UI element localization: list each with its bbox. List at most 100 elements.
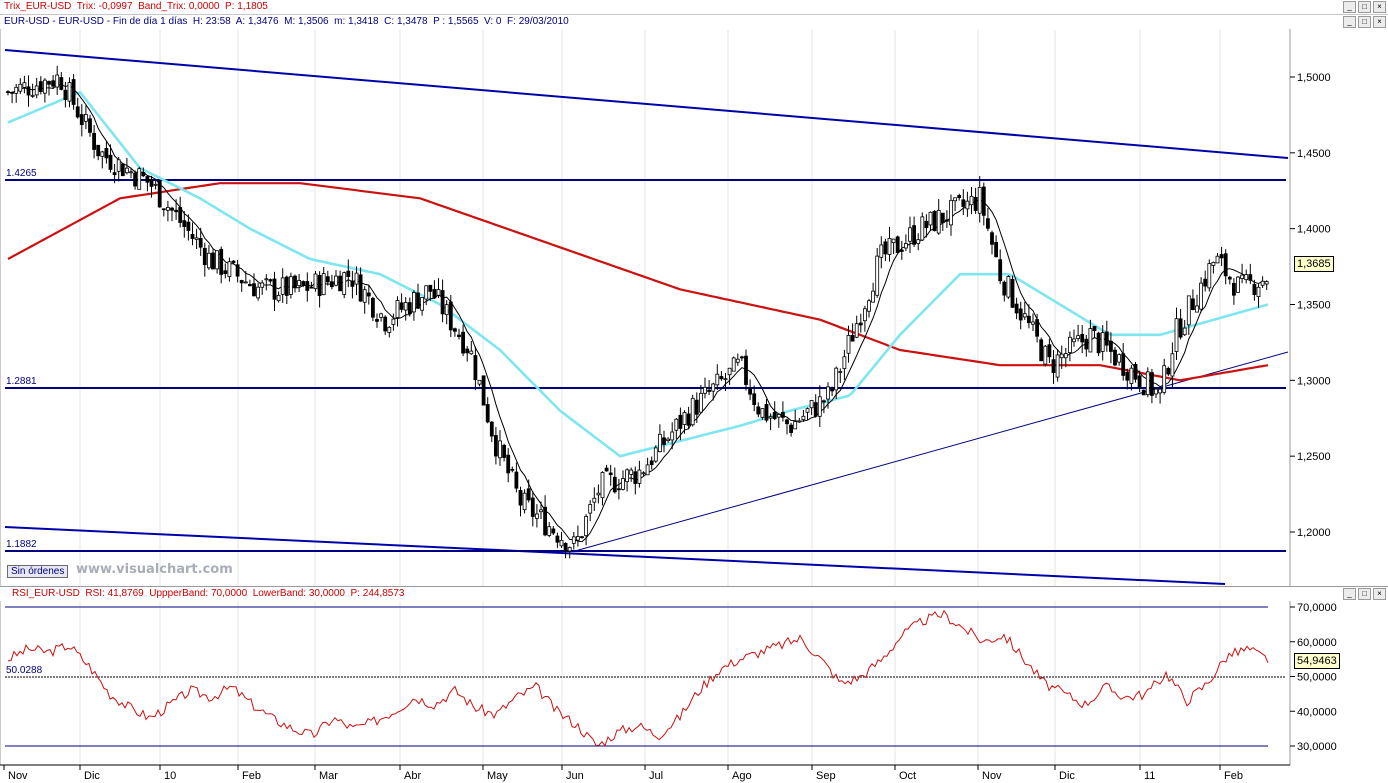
upper-trend-line: [4, 49, 1289, 159]
candle-body: [112, 172, 117, 176]
candle-body: [785, 419, 789, 425]
candle-body: [75, 106, 80, 118]
candle-body: [817, 396, 822, 417]
candle-body: [506, 454, 511, 474]
candle-body: [407, 302, 412, 315]
candle-body: [420, 297, 425, 311]
candle-body: [206, 252, 211, 269]
candle-body: [1256, 286, 1261, 298]
candle-body: [891, 238, 896, 244]
trix-header: Trix_EUR-USD Trix: -0,0997 Band_Trix: 0,…: [0, 0, 1388, 14]
level-label-2: 1.2881: [6, 376, 37, 387]
rsi-close-button[interactable]: ×: [1373, 588, 1386, 600]
trix-info: Trix_EUR-USD Trix: -0,0997 Band_Trix: 0,…: [4, 1, 268, 12]
candle-body: [461, 331, 466, 354]
last-price-tag: 1,3685: [1294, 256, 1334, 272]
candle-body: [297, 280, 302, 286]
candle-body: [580, 536, 584, 539]
candle-body: [51, 80, 55, 87]
candle-body: [424, 285, 429, 300]
candle-body: [1047, 344, 1052, 358]
candle-body: [120, 163, 125, 177]
candle-body: [694, 399, 699, 415]
candle-body: [469, 350, 474, 355]
candle-body: [932, 210, 937, 232]
candle-body: [186, 221, 191, 231]
last-rsi-tag: 54,9463: [1294, 653, 1340, 669]
rsi-maximize-button[interactable]: □: [1358, 588, 1371, 600]
candle-body: [1186, 295, 1191, 326]
rsi-minimize-button[interactable]: _: [1343, 588, 1356, 600]
candle-body: [452, 328, 457, 332]
candle-body: [1166, 368, 1171, 375]
price-minimize-button[interactable]: _: [1343, 16, 1356, 28]
price-close-button[interactable]: ×: [1373, 16, 1386, 28]
x-tick-label: Nov: [982, 770, 1002, 782]
candle-body: [280, 277, 285, 295]
candle-body: [10, 91, 15, 94]
candle-body: [756, 406, 761, 415]
candle-body: [522, 492, 527, 511]
candle-body: [703, 386, 707, 394]
candle-body: [559, 539, 564, 547]
candle-body: [1244, 274, 1249, 281]
candle-body: [797, 420, 802, 423]
price-maximize-button[interactable]: □: [1358, 16, 1371, 28]
candle-body: [227, 261, 232, 277]
candle-body: [1068, 336, 1072, 353]
candle-body: [411, 292, 416, 313]
ma-fast-line: [7, 90, 1269, 458]
candle-body: [215, 250, 220, 270]
x-tick-label: Mar: [319, 770, 338, 782]
candle-body: [912, 225, 916, 245]
candle-body: [96, 144, 101, 157]
candle-body: [1207, 263, 1212, 289]
candle-body: [301, 281, 306, 286]
candle-body: [1014, 303, 1019, 314]
candle-body: [1002, 281, 1007, 296]
rsi-tick-label: 60,0000: [1297, 637, 1337, 649]
candle-body: [67, 82, 72, 102]
candle-body: [621, 478, 625, 490]
x-tick-label: Jun: [566, 770, 584, 782]
candle-body: [1199, 282, 1203, 310]
candle-body: [432, 289, 437, 299]
candle-body: [309, 286, 314, 289]
candle-body: [465, 348, 470, 354]
candle-body: [22, 82, 27, 88]
x-tick-label: May: [487, 770, 508, 782]
candle-body: [485, 404, 490, 423]
candle-body: [604, 467, 609, 472]
candle-body: [26, 86, 31, 96]
candle-body: [457, 334, 461, 337]
candle-body: [567, 547, 572, 552]
candle-body: [268, 279, 273, 282]
candle-body: [969, 195, 974, 206]
candle-body: [899, 249, 904, 252]
candle-body: [498, 440, 502, 459]
sin-ordenes-button[interactable]: Sin órdenes: [7, 565, 69, 578]
candle-body: [174, 209, 179, 213]
candle-body: [1096, 332, 1101, 354]
rsi-axis: 70,0000 60,0000 50,0000 40,0000 30,0000: [1290, 602, 1337, 753]
candle-body: [965, 200, 970, 210]
close-button[interactable]: ×: [1373, 1, 1386, 13]
candle-body: [1113, 349, 1117, 366]
candle-body: [658, 433, 662, 453]
candle-body: [1232, 282, 1236, 296]
candle-body: [633, 471, 638, 484]
candle-body: [288, 276, 293, 295]
candle-body: [137, 168, 142, 190]
candle-body: [715, 373, 720, 386]
x-tick-label: Sep: [816, 770, 836, 782]
candle-body: [723, 378, 728, 381]
candle-body: [641, 472, 646, 475]
candle-body: [84, 114, 88, 122]
rsi-tick-label: 30,0000: [1297, 741, 1337, 753]
candle-body: [165, 207, 170, 211]
minimize-button[interactable]: _: [1343, 1, 1356, 13]
candle-body: [957, 195, 962, 199]
candle-body: [391, 318, 396, 325]
maximize-button[interactable]: □: [1358, 1, 1371, 13]
rsi-line: [7, 609, 1269, 747]
